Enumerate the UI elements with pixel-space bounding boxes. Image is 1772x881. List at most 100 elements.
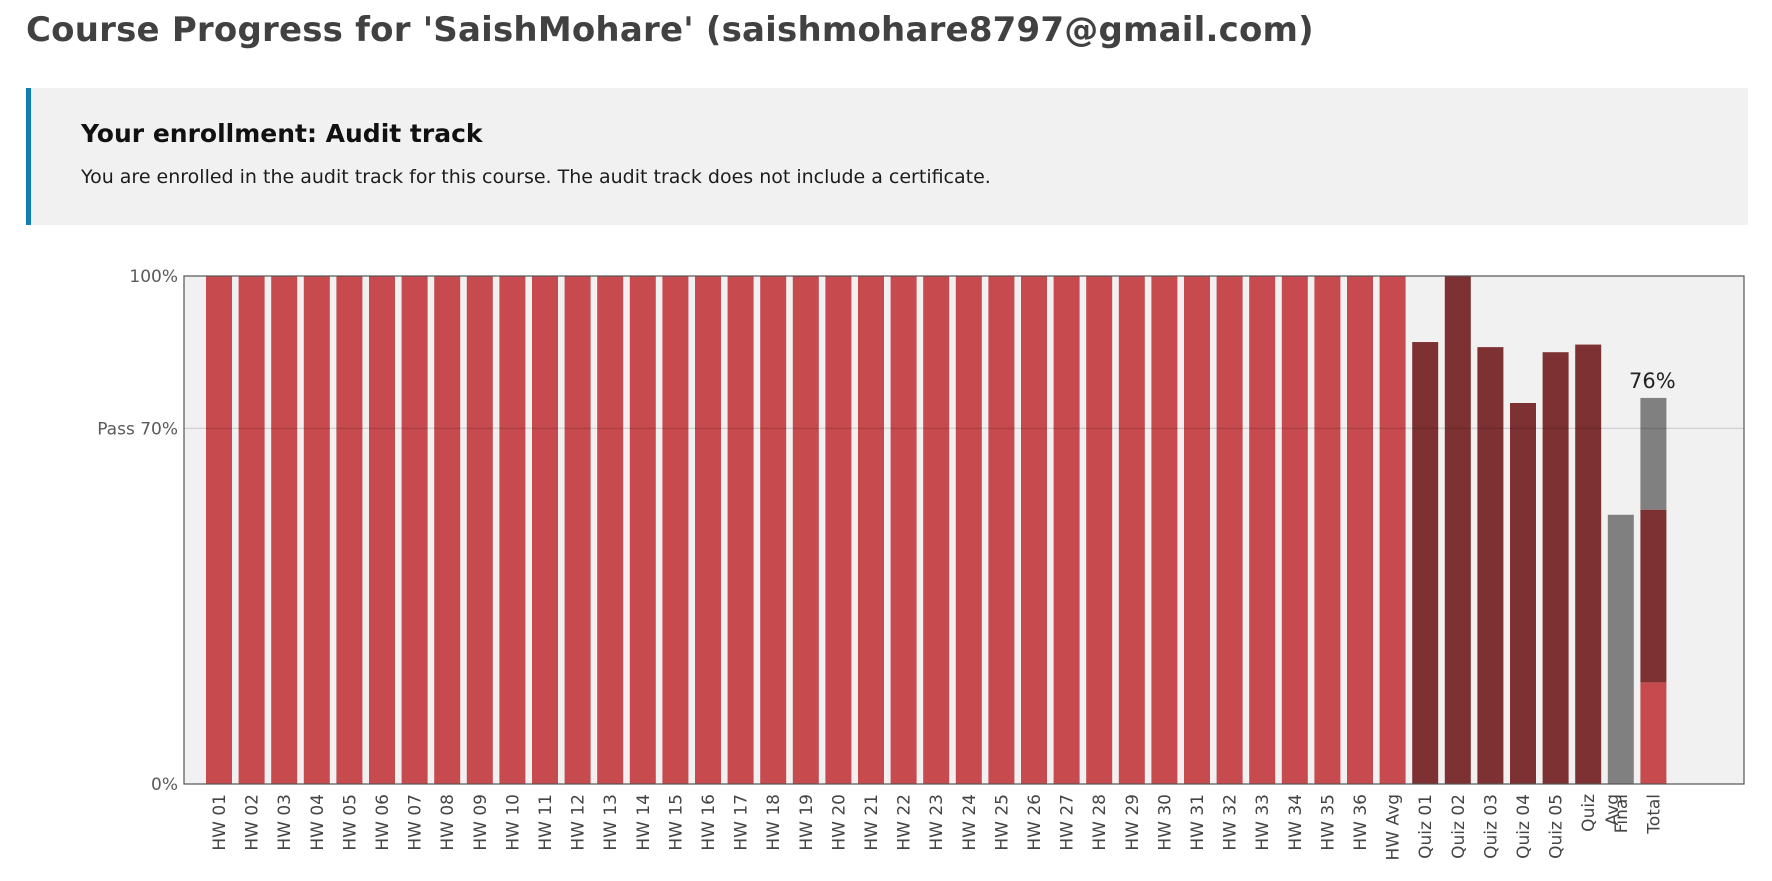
quiz-bar xyxy=(1412,342,1439,784)
svg-text:HW 16: HW 16 xyxy=(699,794,719,851)
svg-text:HW 13: HW 13 xyxy=(601,794,621,851)
svg-text:Avg: Avg xyxy=(1603,794,1623,826)
page-title: Course Progress for 'SaishMohare' (saish… xyxy=(26,10,1314,50)
x-tick-label: HW 15 xyxy=(666,794,686,851)
x-tick-label: Quiz 04 xyxy=(1514,794,1534,859)
x-tick-label: Quiz 02 xyxy=(1449,794,1469,859)
x-tick-label: HW 07 xyxy=(406,794,426,851)
homework-bar xyxy=(1021,276,1047,784)
svg-text:Quiz 01: Quiz 01 xyxy=(1416,794,1436,859)
svg-text:HW 24: HW 24 xyxy=(960,794,980,851)
homework-bar xyxy=(271,276,298,784)
x-tick-label: HW 18 xyxy=(764,794,784,851)
homework-bar xyxy=(401,276,428,784)
homework-bar xyxy=(499,276,526,784)
homework-bar xyxy=(1281,276,1308,784)
y-tick-label: Pass 70% xyxy=(97,419,178,439)
x-tick-label: HW 36 xyxy=(1351,794,1371,851)
svg-text:HW 08: HW 08 xyxy=(438,794,458,851)
svg-text:HW 31: HW 31 xyxy=(1188,794,1208,851)
y-tick-label: 0% xyxy=(151,775,178,795)
x-tick-label: HW 24 xyxy=(960,794,980,851)
svg-text:HW 09: HW 09 xyxy=(471,794,491,851)
svg-text:HW 05: HW 05 xyxy=(340,794,360,851)
svg-text:Quiz 04: Quiz 04 xyxy=(1514,794,1534,859)
svg-text:HW 12: HW 12 xyxy=(569,794,589,851)
homework-bar xyxy=(923,276,950,784)
quiz-bar xyxy=(1510,403,1536,784)
homework-bar xyxy=(1053,276,1080,784)
x-tick-label: HW Avg xyxy=(1384,794,1404,860)
plot-frame xyxy=(183,275,1745,785)
x-tick-label: HW 27 xyxy=(1058,794,1078,851)
svg-text:HW 19: HW 19 xyxy=(797,794,817,851)
x-tick-label: HW 26 xyxy=(1025,794,1045,851)
homework-bar xyxy=(1151,276,1178,784)
homework-bar xyxy=(858,276,884,784)
x-tick-label: Final xyxy=(1612,794,1632,833)
homework-bar xyxy=(1086,276,1113,784)
x-tick-label: Quiz 01 xyxy=(1416,794,1436,859)
x-tick-label: HW 22 xyxy=(895,794,915,851)
x-tick-label: HW 02 xyxy=(243,794,263,851)
homework-bar xyxy=(760,276,787,784)
x-tick-label: HW 10 xyxy=(503,794,523,851)
svg-text:HW 04: HW 04 xyxy=(308,794,328,851)
x-tick-label: HW 11 xyxy=(536,794,556,851)
x-tick-label: HW 08 xyxy=(438,794,458,851)
homework-bar xyxy=(1216,276,1243,784)
svg-text:HW 26: HW 26 xyxy=(1025,794,1045,851)
homework-bar xyxy=(727,276,754,784)
enrollment-message: Your enrollment: Audit track You are enr… xyxy=(26,88,1748,225)
total-bar-segment xyxy=(1640,682,1667,784)
x-tick-label: HW 05 xyxy=(340,794,360,851)
quiz-bar xyxy=(1542,352,1569,784)
svg-text:HW 32: HW 32 xyxy=(1221,794,1241,851)
svg-text:HW 27: HW 27 xyxy=(1058,794,1078,851)
svg-text:Total: Total xyxy=(1644,794,1664,835)
svg-text:HW 20: HW 20 xyxy=(829,794,849,851)
svg-text:HW 10: HW 10 xyxy=(503,794,523,851)
homework-bar xyxy=(1347,276,1373,784)
svg-text:HW 01: HW 01 xyxy=(210,794,230,851)
x-tick-label: HW 30 xyxy=(1155,794,1175,851)
svg-text:HW 29: HW 29 xyxy=(1123,794,1143,851)
quiz-bar xyxy=(1477,347,1504,784)
svg-text:Final: Final xyxy=(1612,794,1632,833)
homework-bar xyxy=(238,276,265,784)
svg-text:HW 15: HW 15 xyxy=(666,794,686,851)
svg-text:HW 23: HW 23 xyxy=(927,794,947,851)
x-tick-label: HW 09 xyxy=(471,794,491,851)
x-tick-label: HW 13 xyxy=(601,794,621,851)
final-bar xyxy=(1607,514,1634,784)
enrollment-description: You are enrolled in the audit track for … xyxy=(81,166,991,188)
svg-text:HW 11: HW 11 xyxy=(536,794,556,851)
svg-text:HW 07: HW 07 xyxy=(406,794,426,851)
x-tick-label: HW 20 xyxy=(829,794,849,851)
homework-bar xyxy=(890,276,917,784)
svg-text:HW 14: HW 14 xyxy=(634,794,654,851)
x-tick-label: HW 25 xyxy=(992,794,1012,851)
total-bar-segment xyxy=(1640,397,1667,510)
homework-bar xyxy=(1118,276,1145,784)
homework-bar xyxy=(466,276,493,784)
homework-bar xyxy=(1379,276,1406,784)
x-tick-label: HW 32 xyxy=(1221,794,1241,851)
x-tick-label: HW 14 xyxy=(634,794,654,851)
x-tick-label: Quiz 05 xyxy=(1547,794,1567,859)
svg-text:HW 18: HW 18 xyxy=(764,794,784,851)
homework-bar xyxy=(1314,276,1341,784)
y-tick-label: 100% xyxy=(129,267,178,287)
homework-bar xyxy=(1249,276,1276,784)
homework-bar xyxy=(629,276,656,784)
total-data-label: 76% xyxy=(1629,369,1676,393)
x-tick-label: HW 17 xyxy=(732,794,752,851)
homework-bar xyxy=(336,276,363,784)
x-tick-label: HW 35 xyxy=(1318,794,1338,851)
homework-bar xyxy=(532,276,558,784)
svg-text:HW 22: HW 22 xyxy=(895,794,915,851)
svg-text:HW 25: HW 25 xyxy=(992,794,1012,851)
x-tick-label: HW 04 xyxy=(308,794,328,851)
x-tick-label: HW 01 xyxy=(210,794,230,851)
x-tick-label: HW 29 xyxy=(1123,794,1143,851)
